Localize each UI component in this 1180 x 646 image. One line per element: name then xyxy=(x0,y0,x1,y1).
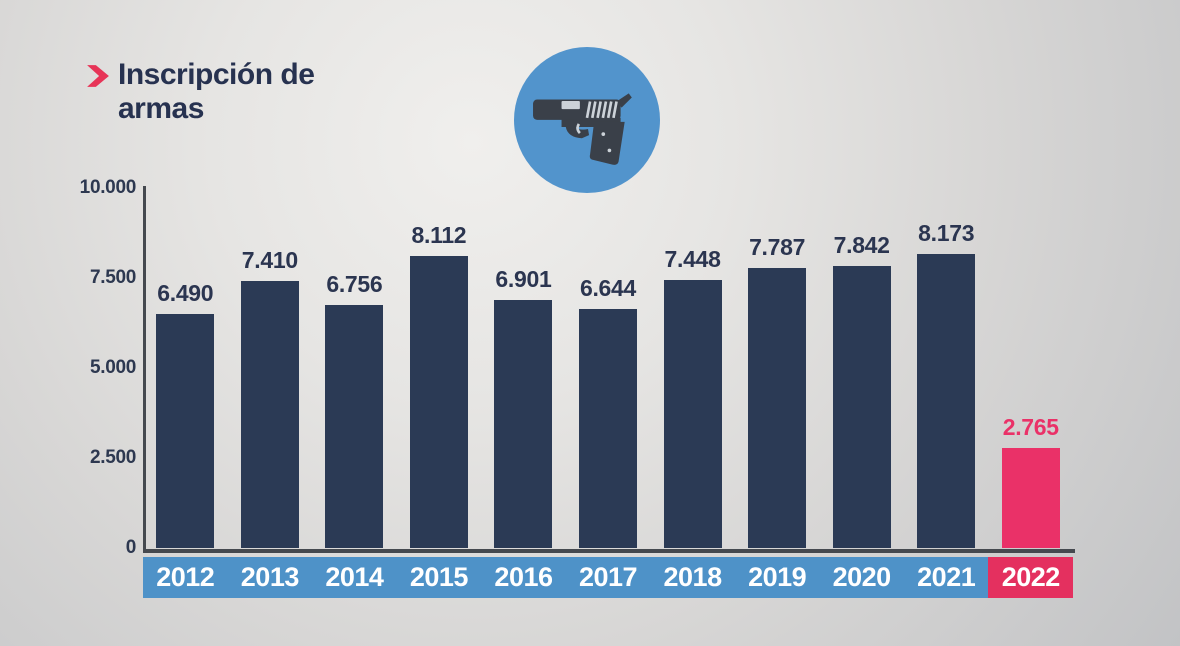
bar xyxy=(917,254,976,548)
bar xyxy=(748,268,807,548)
chart-header: Inscripción de armas xyxy=(86,58,328,125)
year-label-2019: 2019 xyxy=(734,557,820,598)
bar xyxy=(832,266,891,548)
bar-slot-2015: 8.112 xyxy=(397,222,482,548)
y-tick-label: 10.000 xyxy=(79,177,137,198)
bar xyxy=(494,300,553,548)
bar-value-label: 6.901 xyxy=(495,266,552,292)
year-label-2017: 2017 xyxy=(565,557,651,598)
bar-value-label: 7.410 xyxy=(241,247,298,273)
year-label-2014: 2014 xyxy=(312,557,397,598)
bar xyxy=(156,314,215,548)
y-tick-label: 5.000 xyxy=(89,357,136,378)
x-axis-line xyxy=(143,549,1075,553)
year-label-2018: 2018 xyxy=(650,557,735,598)
chevron-right-icon xyxy=(87,65,109,87)
bar xyxy=(409,256,468,548)
bar-slot-2012: 6.490 xyxy=(143,280,228,548)
y-axis-line xyxy=(143,186,146,551)
bar-slot-2017: 6.644 xyxy=(566,275,651,548)
gun-badge xyxy=(514,47,660,193)
year-label-2022: 2022 xyxy=(988,557,1074,598)
year-label-2015: 2015 xyxy=(396,557,482,598)
bar xyxy=(1001,448,1060,548)
bar-value-label: 2.765 xyxy=(1002,414,1059,440)
bar xyxy=(663,280,722,548)
pistol-icon xyxy=(533,93,632,165)
year-label-2013: 2013 xyxy=(227,557,313,598)
bar-value-label: 8.112 xyxy=(411,222,467,248)
bar-slot-2019: 7.787 xyxy=(735,234,820,548)
y-tick-label: 7.500 xyxy=(89,267,136,288)
bar-value-label: 7.787 xyxy=(749,234,806,260)
chart-title: Inscripción de armas xyxy=(118,58,315,125)
x-axis-band: 2012 2013 2014 2015 2016 2017 2018 2019 2020 2021… xyxy=(143,557,1074,598)
bar-slot-2021: 8.173 xyxy=(904,220,989,548)
bar-slot-2018: 7.448 xyxy=(650,246,735,548)
bar-slot-2014: 6.756 xyxy=(312,271,397,548)
year-label-2020: 2020 xyxy=(819,557,904,598)
bar-value-label: 8.173 xyxy=(918,220,975,246)
plot-area: 6.490 7.410 6.756 8.112 6.901 6.644 7.448 7.787… xyxy=(143,188,1073,548)
bar-value-label: 7.842 xyxy=(833,232,890,258)
bar-value-label: 7.448 xyxy=(664,246,721,272)
bar-slot-2020: 7.842 xyxy=(819,232,904,548)
bar-value-label: 6.644 xyxy=(579,275,637,301)
year-label-2012: 2012 xyxy=(143,557,228,598)
bar xyxy=(579,309,637,548)
bar xyxy=(240,281,299,548)
year-label-2016: 2016 xyxy=(481,557,566,598)
bar-value-label: 6.490 xyxy=(157,280,214,306)
bar xyxy=(325,305,384,548)
year-label-2021: 2021 xyxy=(903,557,989,598)
bar-slot-2016: 6.901 xyxy=(481,266,566,548)
bar-slot-2013: 7.410 xyxy=(228,247,313,548)
bar-slot-2022: 2.765 xyxy=(988,414,1073,548)
y-axis: 0 2.500 5.000 7.500 10.000 xyxy=(0,177,137,558)
bar-value-label: 6.756 xyxy=(326,271,383,297)
y-tick-label: 0 xyxy=(125,537,137,558)
y-tick-label: 2.500 xyxy=(89,447,136,468)
